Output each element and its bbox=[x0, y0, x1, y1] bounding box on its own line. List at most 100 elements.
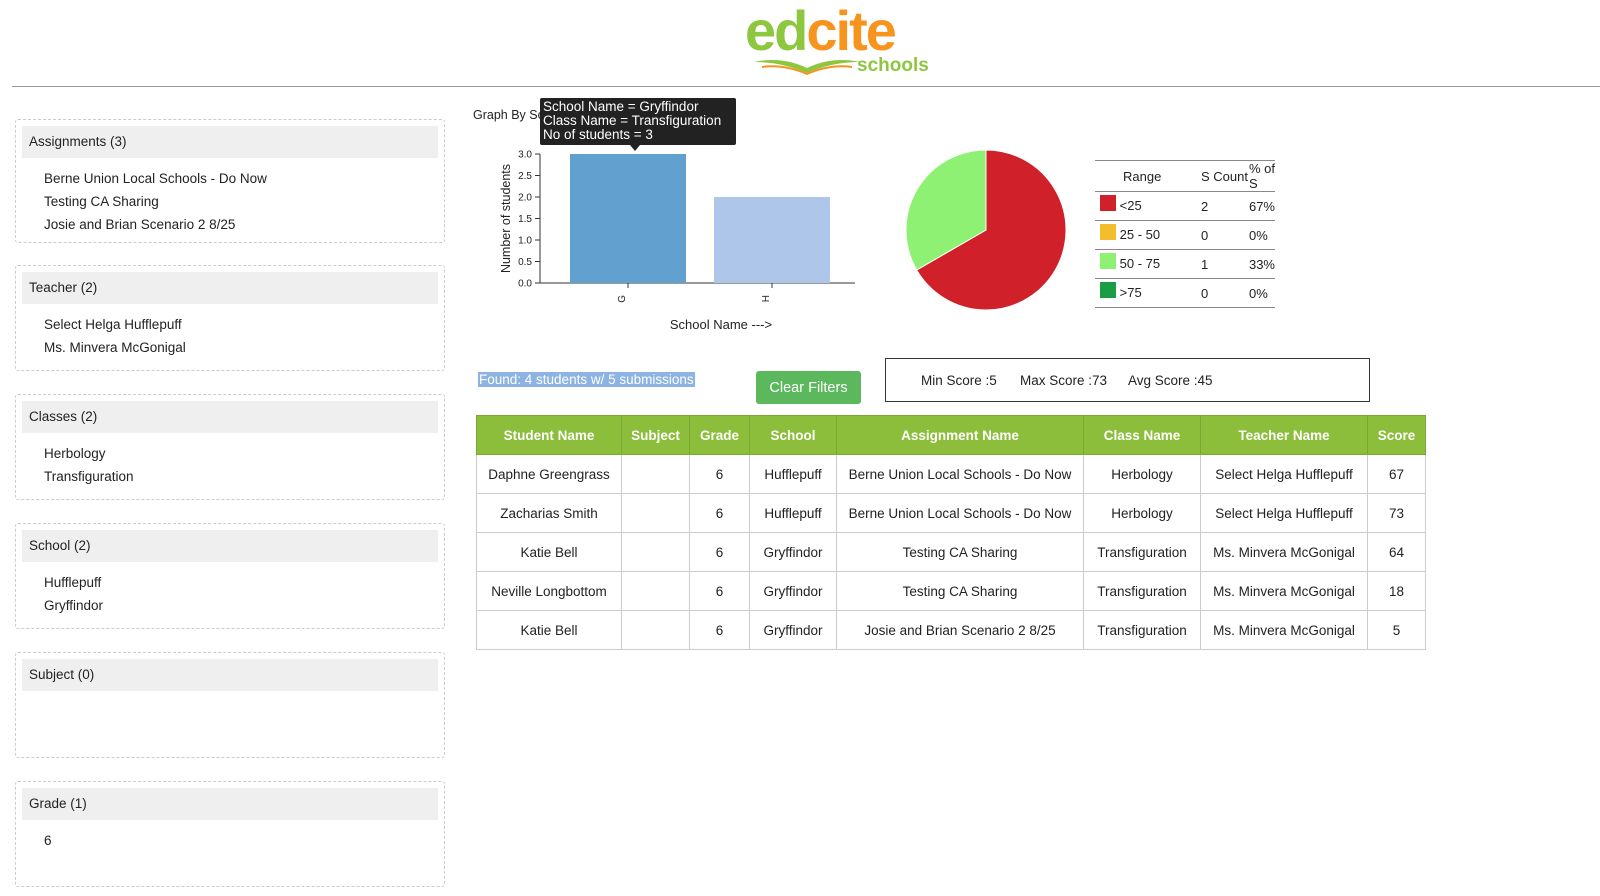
filter-item[interactable]: 6 bbox=[44, 833, 52, 848]
table-row: Daphne Greengrass 6 Hufflepuff Berne Uni… bbox=[476, 454, 1426, 494]
clear-filters-button[interactable]: Clear Filters bbox=[756, 371, 861, 404]
cell-class-name: Herbology bbox=[1083, 493, 1201, 533]
filter-list: 6 bbox=[16, 820, 444, 855]
legend-header: S Count bbox=[1200, 160, 1249, 192]
bar[interactable] bbox=[570, 154, 686, 283]
filter-item[interactable]: Herbology bbox=[44, 446, 106, 461]
y-tick-label: 0.0 bbox=[518, 279, 532, 290]
cell-score: 64 bbox=[1367, 532, 1426, 572]
filter-panel-title[interactable]: Subject (0) bbox=[22, 659, 438, 691]
cell-subject bbox=[621, 610, 690, 650]
col-teacher-name[interactable]: Teacher Name bbox=[1200, 415, 1368, 455]
cell-student-name: Zacharias Smith bbox=[476, 493, 622, 533]
pie-slice[interactable] bbox=[916, 149, 1067, 311]
x-tick-label: H bbox=[761, 295, 772, 302]
col-subject[interactable]: Subject bbox=[621, 415, 690, 455]
logo-subtitle: schools bbox=[857, 55, 929, 76]
filter-item[interactable]: Gryffindor bbox=[44, 598, 104, 613]
cell-score: 67 bbox=[1367, 454, 1426, 494]
legend-pct: 0% bbox=[1248, 220, 1275, 250]
legend-row: >75 0 0% bbox=[1095, 278, 1275, 308]
legend-row: 25 - 50 0 0% bbox=[1095, 220, 1275, 250]
filter-panel-title[interactable]: School (2) bbox=[22, 530, 438, 562]
filter-list bbox=[16, 691, 444, 703]
cell-score: 18 bbox=[1367, 571, 1426, 611]
filter-item[interactable]: Josie and Brian Scenario 2 8/25 bbox=[44, 217, 236, 232]
cell-subject bbox=[621, 493, 690, 533]
y-tick-label: 2.5 bbox=[518, 171, 532, 182]
cell-school: Gryffindor bbox=[749, 610, 837, 650]
filter-panel-title[interactable]: Classes (2) bbox=[22, 401, 438, 433]
legend-swatch bbox=[1100, 195, 1116, 212]
cell-grade: 6 bbox=[689, 493, 750, 533]
col-grade[interactable]: Grade bbox=[689, 415, 750, 455]
cell-class-name: Transfiguration bbox=[1083, 532, 1201, 572]
cell-assignment-name: Josie and Brian Scenario 2 8/25 bbox=[836, 610, 1084, 650]
cell-assignment-name: Berne Union Local Schools - Do Now bbox=[836, 454, 1084, 494]
x-tick-label: G bbox=[617, 295, 628, 303]
filter-item[interactable]: Transfiguration bbox=[44, 469, 134, 484]
filter-item[interactable]: Berne Union Local Schools - Do Now bbox=[44, 171, 267, 186]
max-score: Max Score :73 bbox=[1020, 373, 1108, 388]
logo-wordmark: edcite bbox=[745, 0, 897, 62]
legend-count: 1 bbox=[1200, 249, 1249, 279]
cell-assignment-name: Testing CA Sharing bbox=[836, 532, 1084, 572]
pie-slice[interactable] bbox=[905, 149, 987, 271]
col-student-name[interactable]: Student Name bbox=[476, 415, 622, 455]
cell-class-name: Transfiguration bbox=[1083, 571, 1201, 611]
table-row: Zacharias Smith 6 Hufflepuff Berne Union… bbox=[476, 493, 1426, 533]
cell-school: Gryffindor bbox=[749, 532, 837, 572]
cell-student-name: Daphne Greengrass bbox=[476, 454, 622, 494]
bar-chart: 0.0 0.5 1.0 1.5 2.0 2.5 3.0 G H Number of student… bbox=[499, 150, 855, 332]
legend-count: 0 bbox=[1200, 278, 1249, 308]
legend-header: % of S bbox=[1248, 160, 1275, 192]
filter-panel-title[interactable]: Grade (1) bbox=[22, 788, 438, 820]
filter-item[interactable]: Testing CA Sharing bbox=[44, 194, 159, 209]
col-assignment-name[interactable]: Assignment Name bbox=[836, 415, 1084, 455]
min-score: Min Score :5 bbox=[921, 373, 997, 388]
score-stats: Min Score :5 Max Score :73 Avg Score :45 bbox=[885, 358, 1370, 402]
col-school[interactable]: School bbox=[749, 415, 837, 455]
cell-subject bbox=[621, 571, 690, 611]
cell-score: 73 bbox=[1367, 493, 1426, 533]
x-axis-label: School Name ---> bbox=[670, 317, 772, 332]
filter-panel-title[interactable]: Teacher (2) bbox=[22, 272, 438, 304]
y-tick-label: 1.5 bbox=[518, 214, 532, 225]
tooltip-line: School Name = Gryffindor bbox=[543, 99, 699, 114]
legend-count: 2 bbox=[1200, 191, 1249, 221]
filter-panel-title[interactable]: Assignments (3) bbox=[22, 126, 438, 158]
filter-panel-classes: Classes (2) Herbology Transfiguration bbox=[15, 394, 445, 500]
legend-range: 50 - 75 bbox=[1119, 255, 1161, 271]
cell-school: Hufflepuff bbox=[749, 493, 837, 533]
cell-teacher-name: Ms. Minvera McGonigal bbox=[1200, 610, 1368, 650]
legend-row: <25 2 67% bbox=[1095, 191, 1275, 221]
filter-panel-subject: Subject (0) bbox=[15, 652, 445, 758]
cell-student-name: Neville Longbottom bbox=[476, 571, 622, 611]
legend-swatch bbox=[1100, 282, 1116, 299]
col-score[interactable]: Score bbox=[1367, 415, 1426, 455]
filter-list: Hufflepuff Gryffindor bbox=[16, 562, 444, 620]
y-tick-label: 1.0 bbox=[518, 236, 532, 247]
legend-swatch bbox=[1100, 224, 1116, 241]
cell-subject bbox=[621, 454, 690, 494]
legend-range: <25 bbox=[1119, 197, 1142, 213]
filter-item[interactable]: Hufflepuff bbox=[44, 575, 102, 590]
found-summary: Found: 4 students w/ 5 submissions bbox=[478, 372, 695, 387]
bar[interactable] bbox=[714, 197, 830, 283]
cell-school: Hufflepuff bbox=[749, 454, 837, 494]
y-axis-label: Number of students bbox=[499, 164, 513, 273]
cell-student-name: Katie Bell bbox=[476, 532, 622, 572]
filter-item[interactable]: Ms. Minvera McGonigal bbox=[44, 340, 186, 355]
cell-assignment-name: Testing CA Sharing bbox=[836, 571, 1084, 611]
col-class-name[interactable]: Class Name bbox=[1083, 415, 1201, 455]
filter-item[interactable]: Select Helga Hufflepuff bbox=[44, 317, 182, 332]
cell-school: Gryffindor bbox=[749, 571, 837, 611]
tooltip-line: Class Name = Transfiguration bbox=[543, 113, 722, 128]
legend-count: 0 bbox=[1200, 220, 1249, 250]
filter-list: Berne Union Local Schools - Do Now Testi… bbox=[16, 158, 444, 239]
tooltip-arrow bbox=[630, 145, 640, 151]
legend-pct: 33% bbox=[1248, 249, 1275, 279]
filter-panel-teacher: Teacher (2) Select Helga Hufflepuff Ms. … bbox=[15, 265, 445, 371]
filter-panel-school: School (2) Hufflepuff Gryffindor bbox=[15, 523, 445, 629]
legend-pct: 67% bbox=[1248, 191, 1275, 221]
